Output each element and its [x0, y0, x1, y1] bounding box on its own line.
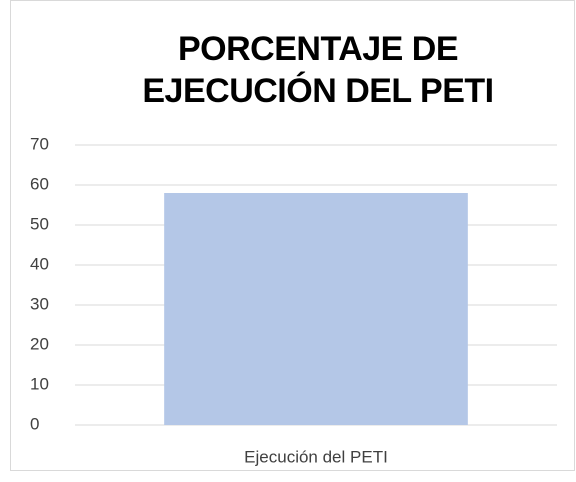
x-tick-label: Ejecución del PETI	[244, 447, 388, 466]
y-tick-label: 40	[30, 254, 49, 273]
chart-border	[10, 0, 575, 471]
y-tick-label: 30	[30, 294, 49, 313]
y-tick-label: 50	[30, 214, 49, 233]
y-tick-label: 10	[30, 374, 49, 393]
bar	[164, 193, 468, 425]
y-tick-label: 60	[30, 174, 49, 193]
y-tick-label: 70	[30, 134, 49, 153]
y-tick-label: 20	[30, 334, 49, 353]
y-tick-label: 0	[30, 414, 39, 433]
chart-title: PORCENTAJE DE EJECUCIÓN DEL PETI	[142, 30, 494, 110]
